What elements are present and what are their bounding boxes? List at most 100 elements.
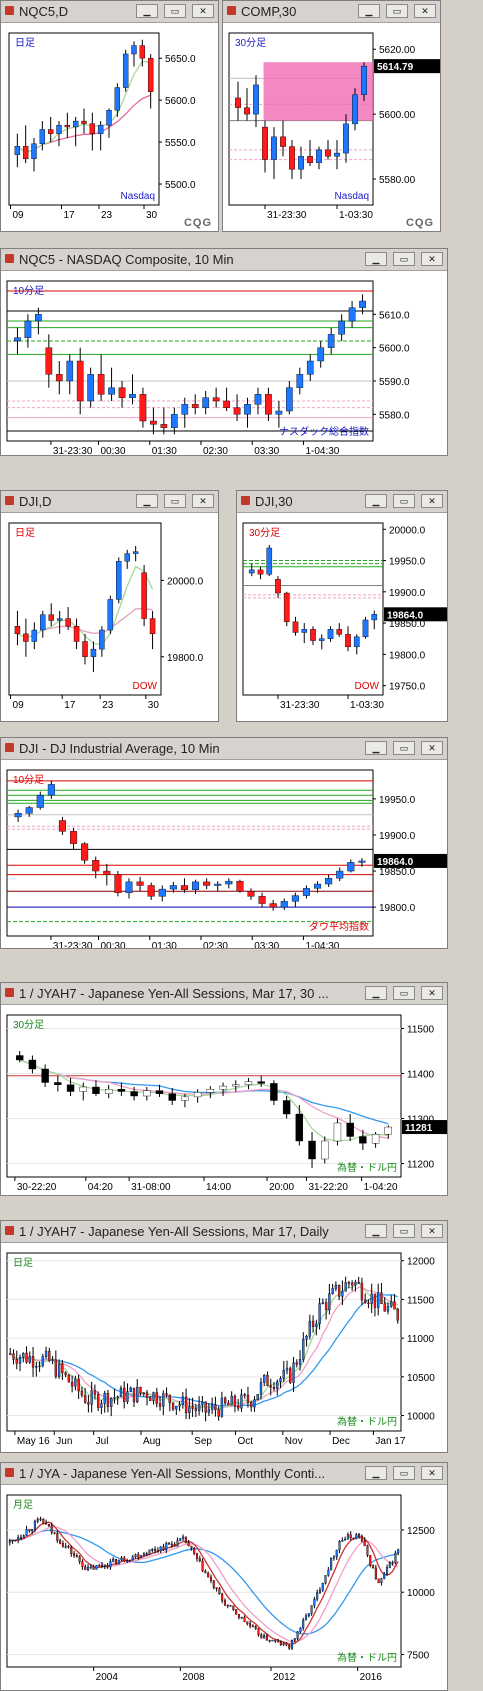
- chart-window-dji-10min[interactable]: DJI - DJ Industrial Average, 10 Min ▁ ▭ …: [0, 737, 448, 949]
- candle: [197, 1404, 201, 1411]
- minimize-button[interactable]: ▁: [365, 252, 387, 266]
- window-titlebar[interactable]: NQC5,D ▁ ▭ ✕: [1, 1, 218, 23]
- restore-button[interactable]: ▭: [393, 494, 415, 508]
- candle: [383, 1303, 386, 1312]
- candle: [175, 1405, 178, 1410]
- candle: [335, 1549, 338, 1558]
- close-button[interactable]: ✕: [414, 4, 436, 18]
- candle: [184, 1536, 187, 1543]
- candle: [298, 1359, 302, 1365]
- candle: [260, 1634, 263, 1639]
- 30min-candle-chart[interactable]: 11500 11400 11300 11200 30-22:20 04:20 31-08:0…: [1, 1005, 448, 1196]
- candle: [33, 1521, 36, 1530]
- restore-button[interactable]: ▭: [393, 986, 415, 1000]
- close-button[interactable]: ✕: [421, 741, 443, 755]
- candle: [55, 374, 63, 382]
- chart-window-jpy-daily[interactable]: 1 / JYAH7 - Japanese Yen-All Sessions, M…: [0, 1220, 448, 1453]
- candle: [110, 1397, 113, 1407]
- chart-window-nqc5-daily[interactable]: NQC5,D ▁ ▭ ✕ 5650.0 5600.0 5550.0 5500.0 09 1…: [0, 0, 219, 232]
- daily-candle-chart[interactable]: 20000.0 19800.0 09 17 23 30 日足 DOW: [1, 513, 219, 722]
- window-titlebar[interactable]: 1 / JYAH7 - Japanese Yen-All Sessions, M…: [1, 1221, 447, 1243]
- candle: [310, 1605, 313, 1614]
- candle: [18, 1357, 22, 1364]
- minimize-button[interactable]: ▁: [365, 494, 387, 508]
- close-button[interactable]: ✕: [421, 252, 443, 266]
- daily-candle-chart[interactable]: 5650.0 5600.0 5550.0 5500.0 09 17 23 30 日足 Nasdaq: [1, 23, 219, 232]
- chart-window-jpy-30min[interactable]: 1 / JYAH7 - Japanese Yen-All Sessions, M…: [0, 982, 448, 1196]
- restore-button[interactable]: ▭: [386, 4, 408, 18]
- chart-window-comp-30min[interactable]: COMP,30 ▁ ▭ ✕ 5620.00 5600.00 5580.00 31-23…: [222, 0, 441, 232]
- window-titlebar[interactable]: DJI - DJ Industrial Average, 10 Min ▁ ▭ …: [1, 738, 447, 760]
- close-button[interactable]: ✕: [192, 494, 214, 508]
- window-titlebar[interactable]: DJI,D ▁ ▭ ✕: [1, 491, 218, 513]
- close-button[interactable]: ✕: [192, 4, 214, 18]
- 10min-candle-chart[interactable]: 5610.0 5600.0 5590.0 5580.0 31-23:30 00:30 01:…: [1, 271, 448, 456]
- 30min-candle-chart[interactable]: 20000.0 19950.0 19900.0 19850.0 19800.0 19750…: [237, 513, 448, 722]
- candle: [265, 394, 272, 415]
- candle: [397, 1549, 400, 1554]
- restore-button[interactable]: ▭: [393, 1466, 415, 1480]
- candle: [74, 1378, 77, 1387]
- candle: [191, 404, 199, 408]
- window-titlebar[interactable]: 1 / JYA - Japanese Yen-All Sessions, Mon…: [1, 1463, 447, 1485]
- chart-window-dji-30min[interactable]: DJI,30 ▁ ▭ ✕ 20000.0 19950.0 19900.0 19850.…: [236, 490, 448, 722]
- candle: [48, 1350, 51, 1361]
- window-title: 1 / JYAH7 - Japanese Yen-All Sessions, M…: [19, 986, 329, 1001]
- candle: [360, 1282, 364, 1301]
- window-titlebar[interactable]: DJI,30 ▁ ▭ ✕: [237, 491, 447, 513]
- window-titlebar[interactable]: NQC5 - NASDAQ Composite, 10 Min ▁ ▭ ✕: [1, 249, 447, 271]
- candle: [64, 125, 71, 128]
- minimize-button[interactable]: ▁: [365, 986, 387, 1000]
- candle: [280, 136, 286, 147]
- restore-button[interactable]: ▭: [164, 4, 186, 18]
- chart-window-nasdaq-10min[interactable]: NQC5 - NASDAQ Composite, 10 Min ▁ ▭ ✕ 56…: [0, 248, 448, 456]
- candle: [263, 1635, 266, 1639]
- candle: [388, 1562, 391, 1568]
- 10min-candle-chart[interactable]: 19950.0 19900.0 19850.0 19800.0 31-23:30 00:3…: [1, 760, 448, 949]
- candle: [343, 123, 349, 154]
- candle: [70, 831, 78, 844]
- candle: [194, 1408, 198, 1411]
- restore-button[interactable]: ▭: [164, 494, 186, 508]
- chart-window-dji-daily[interactable]: DJI,D ▁ ▭ ✕ 20000.0 19800.0 09 17 23 30 日足 DOW: [0, 490, 219, 722]
- close-button[interactable]: ✕: [421, 494, 443, 508]
- minimize-button[interactable]: ▁: [365, 741, 387, 755]
- app-icon: [241, 496, 250, 505]
- minimize-button[interactable]: ▁: [365, 1466, 387, 1480]
- candle: [292, 1362, 295, 1383]
- candle: [14, 813, 22, 818]
- restore-button[interactable]: ▭: [393, 252, 415, 266]
- candle: [346, 1122, 354, 1137]
- candle: [383, 1573, 386, 1579]
- y-tick-label: 19950.0: [379, 795, 416, 806]
- restore-button[interactable]: ▭: [393, 741, 415, 755]
- minimize-button[interactable]: ▁: [136, 4, 158, 18]
- candle: [223, 400, 230, 408]
- 30min-candle-chart[interactable]: 5620.00 5600.00 5580.00 31-23:30 1-03:30 5614…: [223, 23, 441, 232]
- candle: [337, 1284, 341, 1297]
- window-titlebar[interactable]: COMP,30 ▁ ▭ ✕: [223, 1, 440, 23]
- candle: [282, 1100, 291, 1115]
- minimize-button[interactable]: ▁: [136, 494, 158, 508]
- candle: [316, 149, 322, 164]
- restore-button[interactable]: ▭: [393, 1224, 415, 1238]
- chart-window-jpy-monthly[interactable]: 1 / JYA - Japanese Yen-All Sessions, Mon…: [0, 1462, 448, 1691]
- x-tick-label: 20:00: [269, 1182, 294, 1193]
- candle: [99, 629, 105, 650]
- y-tick-label: 19950.0: [389, 557, 426, 568]
- window-titlebar[interactable]: 1 / JYAH7 - Japanese Yen-All Sessions, M…: [1, 983, 447, 1005]
- candle: [98, 1565, 101, 1567]
- close-button[interactable]: ✕: [421, 1224, 443, 1238]
- candle: [360, 1535, 363, 1541]
- minimize-button[interactable]: ▁: [358, 4, 380, 18]
- x-tick-label: 01:30: [152, 941, 177, 949]
- candle: [204, 1570, 207, 1574]
- close-button[interactable]: ✕: [421, 1466, 443, 1480]
- minimize-button[interactable]: ▁: [365, 1224, 387, 1238]
- index-label: ナスダック総合指数: [279, 425, 369, 438]
- close-button[interactable]: ✕: [421, 986, 443, 1000]
- candle: [357, 1281, 360, 1284]
- daily-candle-chart[interactable]: 12000 11500 11000 10500 10000 May 16 Jun Jul Aug…: [1, 1243, 448, 1453]
- index-label: ダウ平均指数: [309, 920, 369, 933]
